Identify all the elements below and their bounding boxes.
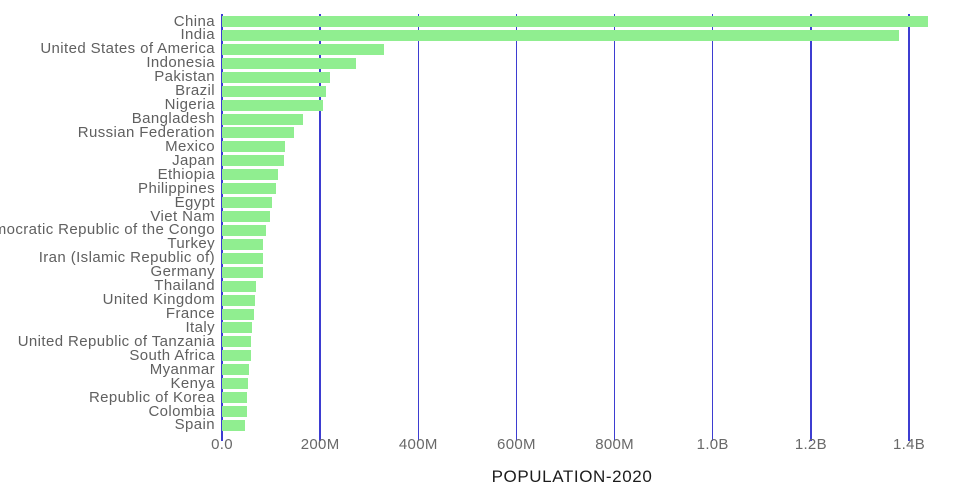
category-label: Turkey — [167, 235, 215, 253]
category-label: Nigeria — [164, 96, 215, 114]
bar-mexico — [222, 141, 286, 153]
category-label: Pakistan — [154, 68, 215, 86]
bar-iran-islamic-republic-of- — [222, 252, 264, 264]
bar-ethiopia — [222, 169, 279, 181]
category-label: Kenya — [170, 374, 215, 392]
plot-area: POPULATION-2020 0.0 200M 400M 600M 800M 1.0B 1… — [211, 0, 952, 500]
category-label: Iran (Islamic Republic of) — [38, 249, 215, 267]
x-tick-label: 200M — [300, 436, 340, 453]
category-label: India — [180, 26, 215, 44]
bar-india — [222, 29, 900, 41]
bar-colombia — [222, 406, 247, 418]
bar-united-kingdom — [222, 294, 256, 306]
bar-philippines — [222, 183, 276, 195]
gridline-200M — [319, 14, 321, 441]
category-label: Thailand — [154, 277, 215, 295]
category-label: Indonesia — [146, 54, 215, 72]
category-label: Italy — [185, 318, 215, 336]
bar-spain — [222, 419, 245, 431]
bar-democratic-republic-of-the-congo — [222, 224, 266, 236]
bar-republic-of-korea — [222, 392, 248, 404]
bar-south-africa — [222, 350, 252, 362]
bar-japan — [222, 155, 285, 167]
bar-united-states-of-america — [222, 43, 385, 55]
bar-turkey — [222, 238, 264, 250]
bar-russian-federation — [222, 127, 294, 139]
category-label: Egypt — [174, 193, 215, 211]
x-tick-label: 600M — [497, 436, 536, 453]
x-tick-label: 0.0 — [211, 436, 233, 453]
category-axis: China India United States of America Indone… — [0, 0, 218, 462]
bar-kenya — [222, 378, 249, 390]
category-label: Bangladesh — [131, 110, 215, 127]
x-tick-label: 800M — [595, 436, 634, 453]
bar-brazil — [222, 85, 327, 97]
gridline-1.2B — [810, 14, 812, 441]
category-label: Myanmar — [149, 360, 215, 378]
category-label: Russian Federation — [77, 123, 215, 141]
category-label: Republic of Korea — [88, 388, 215, 406]
bar-italy — [222, 322, 252, 334]
x-tick-label: 1.2B — [794, 436, 827, 453]
x-tick-label: 1.0B — [696, 436, 729, 453]
category-label: Viet Nam — [150, 207, 215, 225]
bar-france — [222, 308, 255, 320]
bar-united-republic-of-tanzania — [222, 336, 252, 348]
category-label: Spain — [174, 416, 215, 434]
bar-pakistan — [222, 71, 331, 83]
gridline-800M — [613, 14, 616, 441]
gridline-400M — [417, 14, 420, 441]
bar-china — [222, 16, 929, 27]
bar-egypt — [222, 197, 273, 209]
bar-myanmar — [222, 364, 249, 376]
category-label: United States of America — [40, 40, 215, 58]
category-label: Japan — [172, 151, 215, 169]
category-label: South Africa — [129, 346, 215, 364]
category-label: France — [165, 305, 215, 323]
bar-indonesia — [222, 57, 357, 69]
x-tick-label: 400M — [398, 436, 438, 453]
category-label: United Republic of Tanzania — [17, 332, 215, 350]
bar-viet-nam — [222, 211, 270, 223]
bar-nigeria — [222, 99, 324, 111]
bar-bangladesh — [222, 113, 303, 125]
x-tick-label: 1.4B — [892, 436, 926, 453]
category-label: Brazil — [175, 82, 215, 100]
gridline-1.0B — [711, 14, 714, 441]
category-label: Germany — [150, 263, 215, 281]
category-label: Ethiopia — [157, 165, 215, 183]
category-label: China — [173, 12, 215, 30]
bar-germany — [222, 266, 264, 278]
category-label: United Kingdom — [102, 291, 215, 309]
gridline-1.4B — [908, 14, 910, 441]
category-label: Mexico — [165, 137, 215, 155]
x-axis-title: POPULATION-2020 — [491, 467, 653, 486]
category-label: Colombia — [148, 402, 215, 420]
category-label: Philippines — [138, 179, 215, 197]
gridline-600M — [515, 14, 518, 441]
bar-thailand — [222, 280, 257, 292]
category-label: Democratic Republic of the Congo — [0, 221, 215, 239]
